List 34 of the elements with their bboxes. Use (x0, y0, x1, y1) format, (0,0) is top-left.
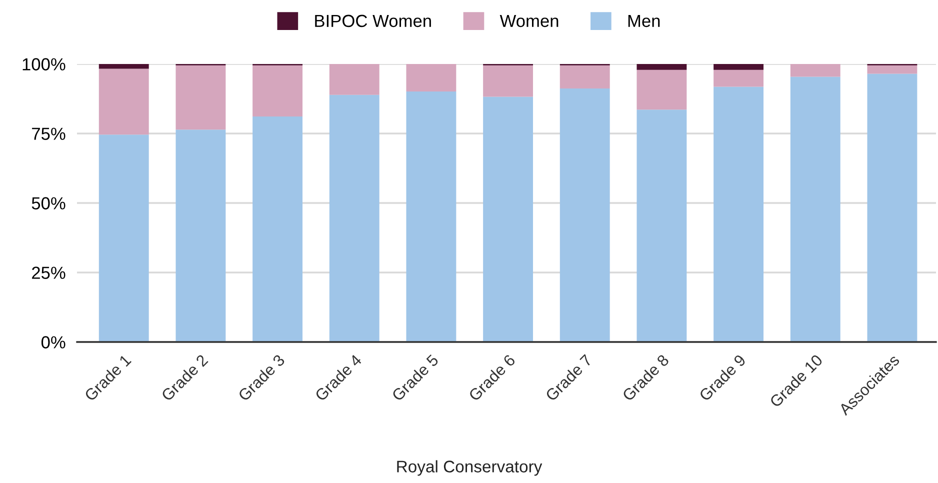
bar (98, 64, 149, 69)
bar (714, 86, 764, 342)
bar (329, 94, 380, 342)
bar (790, 76, 840, 342)
bar (636, 110, 687, 342)
y-tick-label: 75% (32, 128, 66, 140)
bar (560, 88, 610, 342)
bar (790, 64, 840, 77)
bar (98, 68, 149, 135)
y-tick-label: 25% (32, 266, 66, 279)
y-tick-label: 100% (22, 58, 66, 70)
x-axis-title: Royal Conservatory (397, 460, 542, 476)
bar (406, 64, 456, 92)
bar (714, 70, 764, 87)
bar (867, 74, 918, 342)
bar (483, 65, 534, 97)
bar (329, 64, 380, 95)
y-tick-label: 50% (32, 197, 66, 210)
legend-label: BIPOC Women (315, 14, 431, 28)
bar (636, 70, 687, 110)
bar (714, 64, 764, 70)
legend-label: Women (500, 14, 558, 28)
y-tick-label: 0% (41, 336, 66, 348)
bar (406, 92, 456, 342)
bar (560, 65, 610, 88)
legend-label: Men (628, 14, 660, 28)
bar (867, 65, 918, 74)
bar (176, 130, 226, 342)
bar (636, 64, 687, 70)
bar (252, 116, 303, 342)
bar (176, 65, 226, 130)
bar (483, 96, 534, 342)
bar (98, 134, 149, 342)
bar (252, 65, 303, 117)
